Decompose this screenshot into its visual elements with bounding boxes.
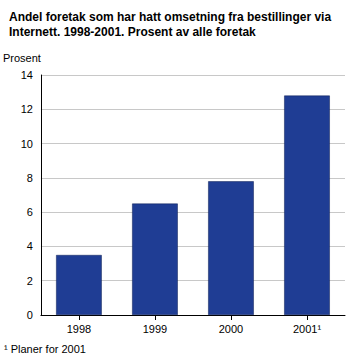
svg-text:0: 0 [27, 309, 33, 321]
svg-text:¹ Planer for 2001: ¹ Planer for 2001 [4, 343, 86, 355]
svg-text:Internett. 1998-2001. Prosent: Internett. 1998-2001. Prosent av alle fo… [9, 25, 256, 39]
svg-text:10: 10 [21, 138, 33, 150]
svg-text:1999: 1999 [143, 323, 167, 335]
svg-text:6: 6 [27, 206, 33, 218]
svg-text:8: 8 [27, 172, 33, 184]
svg-text:2000: 2000 [219, 323, 243, 335]
svg-text:12: 12 [21, 103, 33, 115]
svg-text:2001¹: 2001¹ [293, 323, 321, 335]
svg-text:2: 2 [27, 275, 33, 287]
svg-text:Prosent: Prosent [3, 52, 41, 64]
svg-text:4: 4 [27, 240, 33, 252]
svg-text:1998: 1998 [67, 323, 91, 335]
svg-text:14: 14 [21, 69, 33, 81]
svg-text:Andel foretak som har hatt oms: Andel foretak som har hatt omsetning fra… [9, 10, 334, 24]
